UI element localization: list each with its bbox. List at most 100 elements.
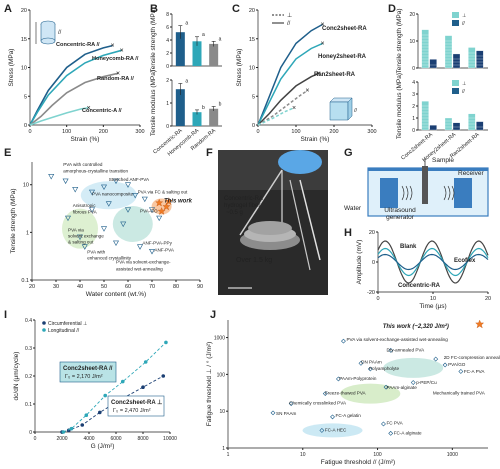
- x-axis-label: Strain (%): [71, 136, 100, 143]
- annotation: Polyampholyte: [369, 366, 400, 371]
- literature-point: [76, 234, 84, 241]
- cylinder-icon: [40, 37, 56, 45]
- series-label: Honeycomb-RA //: [92, 56, 139, 62]
- panel-label-f: F: [206, 147, 213, 159]
- literature-point: [124, 182, 132, 188]
- panel-e: 20 30 40 50 60 70 80 90 0.1 1 10 Water content (wt.…: [10, 162, 203, 298]
- ultrasound-generator: [380, 178, 398, 208]
- x-tick-label: 0: [376, 296, 379, 302]
- y-tick-label: 5: [24, 94, 27, 100]
- y-tick-label: 15: [21, 37, 27, 43]
- y-tick-label: 20: [369, 230, 375, 236]
- this-work-star: [164, 197, 173, 206]
- panel-c: 0 100 200 300 0 5 10 15 20 Strain (%) Stress (MPa)…: [236, 8, 377, 143]
- panel-j: 1 10 100 1000 1 10 100 1000 Fatigue threshold //…: [205, 319, 500, 466]
- photo-caption: hydrogel fiber: [224, 203, 260, 209]
- y-axis-label: Stress (MPa): [8, 49, 15, 87]
- panel-label-d: D: [388, 3, 396, 15]
- y-tick-label: 0.4: [25, 318, 32, 324]
- break-marker: ×: [321, 21, 325, 28]
- x-tick-label: 0: [34, 436, 37, 442]
- cylinder-direction-label: //: [58, 30, 62, 36]
- sound-wave: [409, 185, 413, 201]
- series-label: Concentric-RA //: [56, 42, 100, 48]
- literature-point: [124, 207, 132, 213]
- break-marker: ×: [321, 40, 325, 47]
- series-line-2: [257, 72, 320, 126]
- significance-letter: a: [219, 36, 222, 42]
- literature-point: [100, 226, 108, 232]
- x-tick-label: 6000: [110, 436, 121, 442]
- literature-point: [330, 414, 335, 420]
- annotation: PVA-GO: [140, 209, 158, 214]
- literature-point: [322, 391, 328, 397]
- bar: [452, 122, 461, 131]
- data-point: [141, 385, 145, 390]
- literature-point: [100, 184, 108, 191]
- series-line-3: [29, 107, 89, 126]
- annotation: PVA via solvent-exchange-assisted wet-an…: [346, 337, 448, 342]
- x-tick-label: 0: [256, 129, 259, 135]
- series-line-1: [29, 49, 122, 126]
- annotation: 2D FC-compression annealing: [444, 355, 500, 360]
- data-point: [98, 410, 102, 415]
- panel-label-j: J: [210, 309, 216, 321]
- break-marker: ×: [87, 105, 91, 112]
- literature-point: [367, 366, 373, 372]
- legend-label: Longitudinal //: [48, 328, 80, 334]
- y-tick-label: 10: [21, 66, 27, 72]
- legend-label: //: [462, 89, 465, 95]
- data-point: [61, 430, 66, 434]
- literature-point: [319, 428, 325, 433]
- legend-swatch: [452, 88, 459, 94]
- x-axis-label: Time (μs): [419, 303, 446, 310]
- legend-label: ⊥: [462, 13, 466, 19]
- break-marker: ×: [120, 47, 124, 54]
- literature-point: [62, 178, 69, 185]
- x-tick-label: 20: [485, 296, 491, 302]
- photo-caption: ~0.5 g: [226, 210, 243, 216]
- x-tick-label: 100: [373, 452, 382, 458]
- series-line-0: [257, 23, 323, 126]
- annotation-title: Conc2sheet-RA ⊥: [111, 399, 162, 406]
- annotation: FC-A HEC: [325, 428, 347, 433]
- y-tick-label: 100: [217, 372, 226, 378]
- literature-point: [141, 196, 148, 203]
- significance-letter: a: [185, 78, 188, 84]
- annotation-value: Γ₀ = 2,170 J/m²: [65, 374, 103, 380]
- fit-line-1: [63, 342, 167, 433]
- region-blob: [112, 205, 153, 242]
- annotation: Mechanically trained PVA: [433, 391, 486, 396]
- annotation: Anisotropic: [73, 203, 96, 208]
- break-marker: ×: [292, 105, 296, 112]
- data-point: [143, 360, 148, 364]
- legend-marker: [42, 321, 46, 325]
- y-tick-label: 10: [219, 409, 225, 415]
- y-tick-label: 0.3: [25, 346, 32, 352]
- literature-point: [288, 401, 294, 407]
- series-line-3: [257, 89, 308, 126]
- y-tick-label: 1: [166, 101, 169, 107]
- significance-letter: a: [202, 32, 205, 38]
- break-marker: ×: [305, 88, 309, 95]
- annotation-box: [107, 395, 165, 417]
- region-blob: [80, 181, 137, 210]
- region-blob: [383, 357, 444, 378]
- panel-label-g: G: [344, 147, 353, 159]
- annotation: PVA via: [68, 227, 84, 232]
- literature-point: [383, 384, 389, 390]
- annotation: SN PAAm: [276, 411, 297, 416]
- y-tick-label: 0: [372, 260, 375, 266]
- sheet-icon: [329, 101, 349, 121]
- stand: [289, 179, 311, 271]
- annotation-value: Γ₀ = 2,470 J/m²: [113, 408, 151, 414]
- bar: [209, 108, 219, 126]
- x-tick-label: 40: [77, 284, 83, 290]
- bar: [421, 29, 429, 69]
- x-tick-label: 100: [291, 129, 300, 135]
- legend-swatch: [452, 80, 459, 86]
- y-tick-label: 0: [166, 124, 169, 130]
- x-tick-label: 10: [430, 296, 436, 302]
